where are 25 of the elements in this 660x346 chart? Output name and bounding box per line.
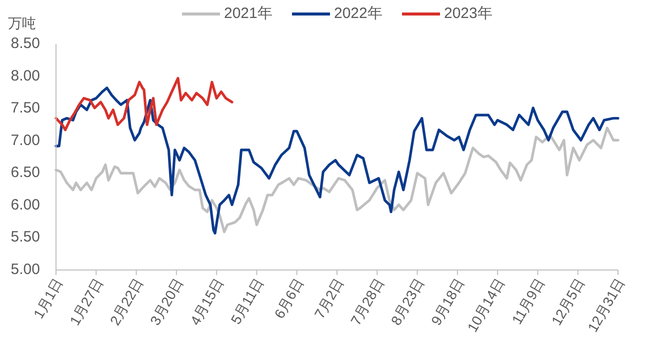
- y-tick-label: 5.50: [10, 228, 40, 246]
- x-tick-label: 11月9日: [508, 275, 548, 327]
- y-tick-label: 8.00: [10, 67, 40, 84]
- x-tick-label: 3月20日: [146, 275, 186, 328]
- y-tick-label: 7.00: [10, 132, 40, 149]
- x-tick-label: 5月11日: [228, 275, 267, 327]
- line-series: [54, 86, 620, 234]
- y-tick-label: 6.00: [10, 196, 40, 214]
- x-tick-label: 7月28日: [347, 275, 387, 328]
- x-tick-label: 1月1日: [30, 275, 66, 322]
- x-tick-label: 8月23日: [388, 275, 428, 328]
- y-axis-title: 万吨: [8, 15, 36, 31]
- line-series: [54, 76, 234, 132]
- x-tick-label: 6月6日: [271, 275, 307, 322]
- legend-label: 2023年: [444, 4, 492, 22]
- x-tick-label: 7月2日: [311, 275, 347, 322]
- y-tick-label: 8.50: [10, 34, 40, 52]
- y-tick-label: 5.00: [10, 260, 40, 278]
- x-tick-label: 2月22日: [106, 275, 146, 328]
- y-tick-label: 7.50: [10, 100, 40, 117]
- legend-label: 2021年: [224, 4, 272, 22]
- x-tick-label: 1月27日: [66, 275, 106, 328]
- x-tick-label: 4月15日: [186, 275, 226, 328]
- legend-label: 2022年: [334, 4, 382, 22]
- y-tick-label: 6.50: [10, 164, 40, 182]
